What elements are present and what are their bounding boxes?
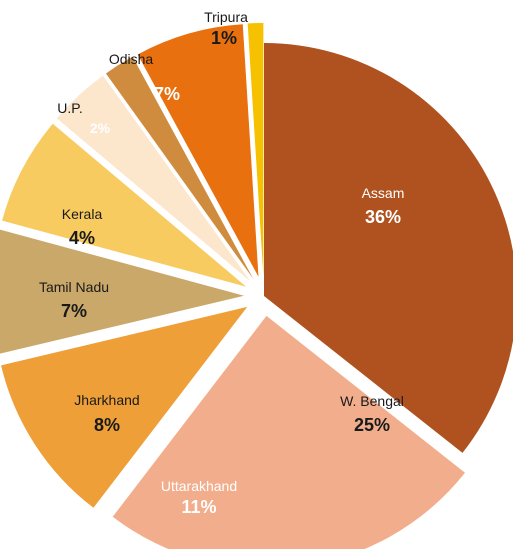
- pie-slices: [0, 23, 513, 549]
- slice-label-kerala: Kerala: [62, 206, 103, 222]
- slice-label-tamil-nadu: Tamil Nadu: [39, 279, 109, 295]
- slice-value-u-p: 2%: [90, 120, 111, 136]
- slice-value-jharkhand: 8%: [94, 415, 120, 435]
- slice-uttarakhand: [1, 306, 248, 508]
- slice-label-tripura: Tripura: [204, 9, 248, 25]
- slice-label-assam: Assam: [362, 185, 405, 201]
- slice-label-jharkhand: Jharkhand: [74, 392, 139, 408]
- slice-value-w-bengal: 25%: [354, 415, 390, 435]
- slice-value-assam: 36%: [365, 207, 401, 227]
- slice-value-kerala: 4%: [69, 228, 95, 248]
- slice-value-tripura: 1%: [211, 28, 237, 48]
- slice-u-p: [105, 56, 254, 280]
- slice-tamil-nadu: [2, 123, 247, 287]
- slice-w-bengal: [112, 315, 465, 549]
- slice-tripura: [247, 23, 264, 277]
- slice-label-uttarakhand: Uttarakhand: [161, 478, 237, 494]
- slice-kerala: [56, 75, 251, 282]
- slice-label-u-p: U.P.: [57, 100, 82, 116]
- slice-label-odisha: Odisha: [109, 51, 154, 67]
- slice-value-tamil-nadu: 7%: [61, 301, 87, 321]
- slice-value-uttarakhand: 11%: [181, 497, 216, 517]
- slice-jharkhand: [0, 229, 245, 354]
- slice-odisha: [137, 24, 259, 277]
- slice-assam: [264, 43, 513, 453]
- slice-value-odisha: 7%: [154, 84, 180, 104]
- pie-labels: Assam 36% W. Bengal 25% Uttarakhand 11% Jharkh…: [39, 9, 404, 517]
- slice-label-w-bengal: W. Bengal: [340, 393, 404, 409]
